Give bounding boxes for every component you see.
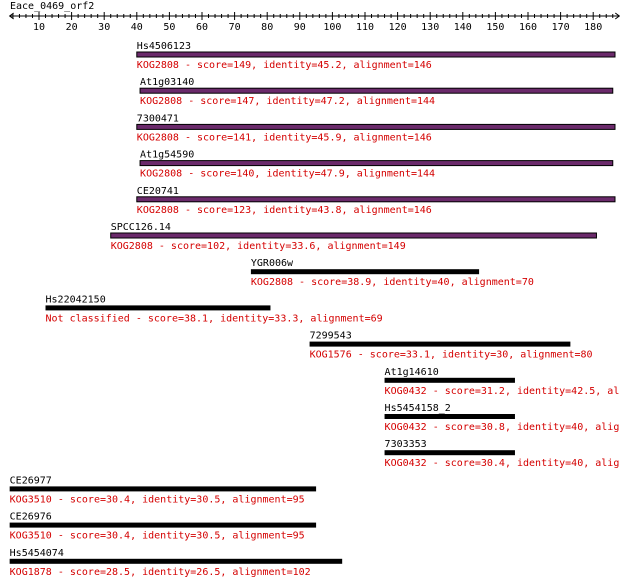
hit-name: At1g03140 [140, 77, 194, 88]
hit-name: CE20741 [137, 186, 179, 197]
ruler-tick-label: 130 [421, 22, 439, 33]
hit-bar[interactable] [9, 522, 317, 528]
hit-bar[interactable] [136, 196, 616, 203]
hit-info: KOG0432 - score=30.4, identity=40, alig [385, 458, 620, 469]
ruler-tick-label: 10 [33, 22, 45, 33]
ruler-tick-label: 80 [261, 22, 273, 33]
hit-bar[interactable] [9, 486, 317, 492]
hit-info: KOG2808 - score=102, identity=33.6, alig… [111, 241, 406, 252]
hit-bar[interactable] [384, 414, 515, 419]
hit-name: At1g54590 [140, 150, 194, 161]
ruler-tick-label: 40 [131, 22, 143, 33]
hit-name: Hs4506123 [137, 41, 191, 52]
hit-bar[interactable] [45, 305, 271, 311]
hit-bar[interactable] [139, 87, 614, 94]
ruler-tick-label: 140 [454, 22, 472, 33]
hit-name: YGR006w [251, 258, 294, 269]
ruler-tick-label: 50 [163, 22, 175, 33]
hit-info: KOG2808 - score=141, identity=45.9, alig… [137, 132, 432, 143]
hit-bar[interactable] [110, 232, 597, 239]
ruler-tick-label: 70 [229, 22, 241, 33]
hit-name: SPCC126.14 [111, 222, 171, 233]
hit-bar[interactable] [136, 123, 616, 130]
query-title: Eace_0469_orf2 [10, 1, 95, 12]
hit-bar[interactable] [309, 341, 571, 347]
ruler-tick-label: 60 [196, 22, 208, 33]
hit-bar[interactable] [136, 51, 616, 58]
hit-bar[interactable] [250, 269, 480, 275]
hit-info: KOG1576 - score=33.1, identity=30, align… [310, 350, 593, 361]
hit-info: KOG2808 - score=38.9, identity=40, align… [251, 277, 534, 288]
hit-info: KOG3510 - score=30.4, identity=30.5, ali… [10, 494, 305, 505]
ruler-tick-label: 90 [294, 22, 306, 33]
ruler-tick-label: 170 [552, 22, 570, 33]
ruler-tick-label: 100 [323, 22, 341, 33]
hit-info: KOG2808 - score=123, identity=43.8, alig… [137, 205, 432, 216]
hit-bar[interactable] [384, 377, 515, 383]
hit-info: KOG0432 - score=31.2, identity=42.5, ali [385, 386, 620, 397]
hit-name: At1g14610 [385, 367, 439, 378]
hit-name: Hs5454074 [10, 548, 64, 559]
hit-info: KOG1878 - score=28.5, identity=26.5, ali… [10, 567, 311, 578]
hit-bar[interactable] [139, 160, 614, 167]
ruler-tick-label: 120 [389, 22, 407, 33]
ruler-tick-label: 30 [98, 22, 110, 33]
ruler-tick-label: 150 [486, 22, 504, 33]
hit-name: Hs22042150 [46, 294, 106, 305]
ruler-tick-label: 20 [66, 22, 78, 33]
hit-name: 7300471 [137, 113, 179, 124]
ruler-arrow-right [614, 12, 620, 20]
ruler-tick-label: 160 [519, 22, 537, 33]
hit-info: KOG2808 - score=147, identity=47.2, alig… [140, 96, 435, 107]
hit-info: Not classified - score=38.1, identity=33… [46, 313, 383, 324]
hit-name: Hs5454158_2 [385, 403, 451, 414]
hit-info: KOG3510 - score=30.4, identity=30.5, ali… [10, 531, 305, 542]
hit-name: 7299543 [310, 331, 352, 342]
ruler-arrow-left [8, 12, 14, 20]
hit-bar[interactable] [9, 558, 343, 564]
hit-bar[interactable] [384, 450, 515, 456]
hit-info: KOG2808 - score=149, identity=45.2, alig… [137, 60, 432, 71]
ruler-tick-label: 110 [356, 22, 374, 33]
hit-name: 7303353 [385, 439, 427, 450]
hit-name: CE26976 [10, 512, 52, 523]
ruler-tick-label: 180 [584, 22, 602, 33]
hit-info: KOG0432 - score=30.8, identity=40, alig [385, 422, 620, 433]
hit-name: CE26977 [10, 475, 52, 486]
hit-info: KOG2808 - score=140, identity=47.9, alig… [140, 169, 435, 180]
